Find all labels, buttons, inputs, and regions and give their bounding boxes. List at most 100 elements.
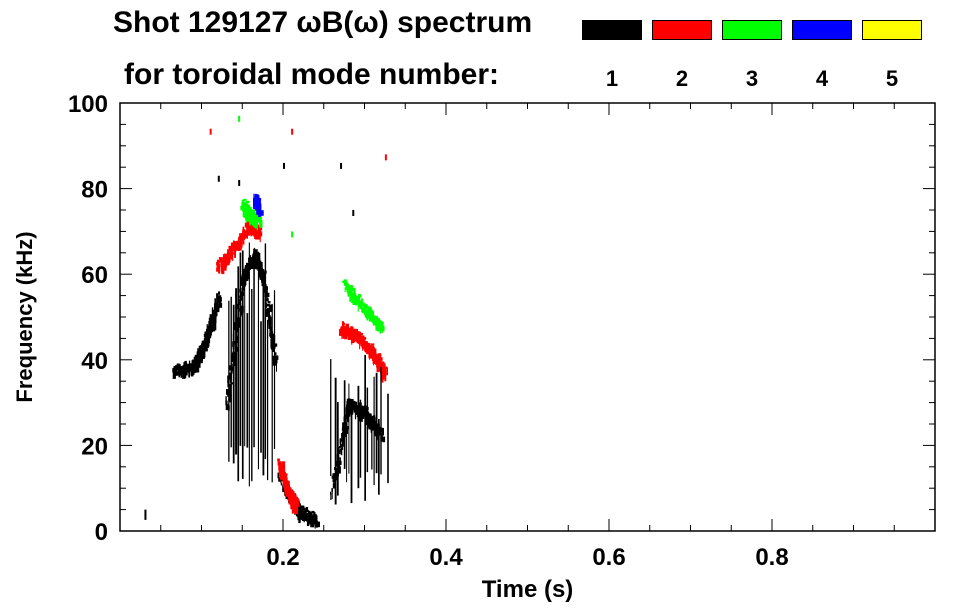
spectrum-point xyxy=(255,221,258,226)
spectrum-point xyxy=(245,213,247,223)
spectrum-point xyxy=(257,254,259,470)
spectrum-point xyxy=(331,492,333,500)
spectrum-point xyxy=(239,252,242,446)
spectrum-point xyxy=(196,355,199,361)
spectrum-point xyxy=(240,281,243,286)
spectrum-point xyxy=(348,329,352,338)
spectrum-point xyxy=(374,354,377,358)
spectrum-point xyxy=(364,310,367,316)
spectrum-point xyxy=(268,304,273,312)
spectrum-point xyxy=(376,316,379,319)
spectrum-point xyxy=(375,356,379,360)
spectrum-point xyxy=(265,290,268,294)
spectrum-point xyxy=(351,335,353,345)
spectrum-point xyxy=(361,308,363,313)
spectrum-point xyxy=(377,426,379,432)
spectrum-point xyxy=(305,507,309,512)
spectrum-point xyxy=(281,461,286,469)
spectrum-point xyxy=(216,299,219,306)
spectrum-point xyxy=(241,199,244,209)
spectrum-point xyxy=(270,333,272,338)
spectrum-point xyxy=(312,514,314,518)
spectrum-point xyxy=(381,324,384,333)
spectrum-point xyxy=(257,206,260,214)
spectrum-point xyxy=(333,481,335,485)
spectrum-point xyxy=(379,364,383,368)
legend-swatch-mode-1 xyxy=(582,20,642,40)
spectrum-point xyxy=(271,335,276,343)
spectrum-point xyxy=(348,383,350,474)
spectrum-point xyxy=(228,245,232,252)
spectrum-point xyxy=(387,393,389,484)
spectrum-point xyxy=(351,287,353,295)
spectrum-point xyxy=(291,491,295,494)
spectrum-point xyxy=(193,360,195,364)
spectrum-point xyxy=(232,244,236,252)
spectrum-point xyxy=(295,498,300,502)
spectrum-point xyxy=(347,413,349,423)
spectrum-point xyxy=(205,342,209,348)
spectrum-point xyxy=(373,350,376,355)
spectrum-point xyxy=(366,387,369,473)
spectrum-point xyxy=(218,291,220,295)
spectrum-point xyxy=(218,295,222,304)
spectrum-point xyxy=(361,413,363,422)
spectrum-point xyxy=(373,358,375,366)
spectrum-point xyxy=(196,351,199,358)
legend-title: for toroidal mode number: xyxy=(124,58,499,91)
spectrum-point xyxy=(305,512,307,518)
spectrum-point xyxy=(267,301,271,304)
legend-mode-number-3: 3 xyxy=(745,66,759,91)
spectrum-point xyxy=(369,422,371,428)
spectrum-point xyxy=(228,300,230,462)
spectrum-point xyxy=(247,214,251,219)
spectrum-point xyxy=(276,356,278,364)
spectrum-point xyxy=(255,197,260,205)
spectrum-point xyxy=(354,410,357,420)
spectrum-point xyxy=(213,322,217,331)
spectrum-point xyxy=(245,203,249,211)
spectrum-point xyxy=(359,342,361,345)
spectrum-point xyxy=(375,326,379,331)
y-tick-label: 100 xyxy=(68,91,108,118)
spectrum-point xyxy=(365,315,370,319)
spectrum-point xyxy=(255,231,258,234)
spectrum-point xyxy=(246,200,250,203)
spectrum-point xyxy=(277,472,279,479)
spectrum-point xyxy=(208,324,211,332)
spectrum-point xyxy=(376,364,380,373)
spectrum-point xyxy=(342,329,346,336)
spectrum-point xyxy=(347,288,350,295)
spectrum-point xyxy=(372,318,375,323)
spectrum-point xyxy=(372,349,374,357)
spectrum-point xyxy=(346,413,348,419)
spectrum-point xyxy=(381,433,383,438)
spectrum-point xyxy=(234,249,236,258)
spectrum-point xyxy=(285,483,288,492)
spectrum-point xyxy=(282,468,285,473)
spectrum-point xyxy=(346,426,349,430)
spectrum-point xyxy=(351,408,354,415)
spectrum-point xyxy=(271,303,273,483)
spectrum-point xyxy=(314,520,316,529)
spectrum-point xyxy=(337,402,339,496)
spectrum-point xyxy=(359,305,362,310)
spectrum-point xyxy=(240,238,243,248)
spectrum-point xyxy=(239,236,241,246)
spectrum-feature-mode-1-streaks xyxy=(228,242,389,505)
spectrum-point xyxy=(304,513,307,517)
spectrum-point xyxy=(353,404,355,408)
spectrum-point xyxy=(176,365,179,369)
spectrum-feature-mode-3 xyxy=(240,198,263,231)
spectrum-point xyxy=(378,419,380,495)
spectrum-point xyxy=(226,255,228,258)
spectrum-point xyxy=(247,225,249,232)
spectrum-point xyxy=(214,304,218,311)
spectrum-point xyxy=(297,509,300,516)
spectrum-point xyxy=(242,270,247,275)
spectrum-point xyxy=(253,221,256,226)
spectrum-point xyxy=(260,321,262,453)
spectrum-point xyxy=(260,210,264,216)
spectrum-point xyxy=(331,488,333,493)
spectrum-point xyxy=(302,507,306,510)
